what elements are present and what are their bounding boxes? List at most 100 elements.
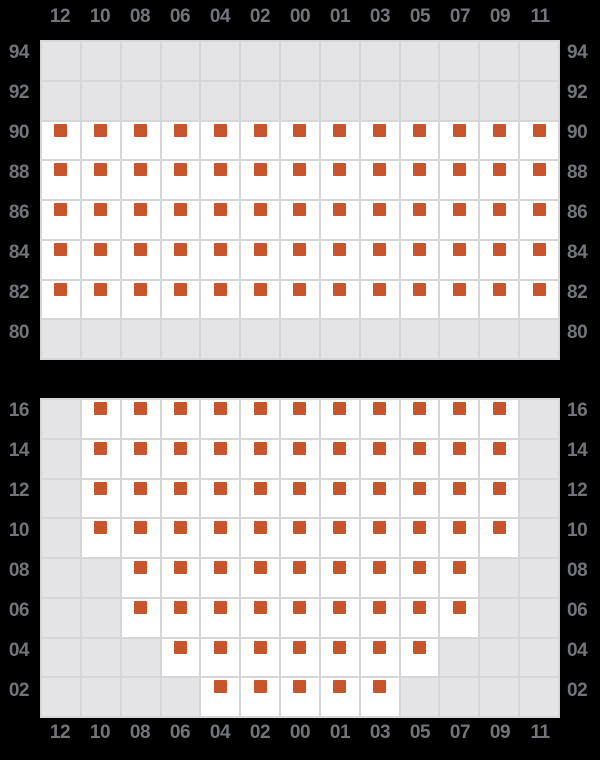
grid-cell[interactable] [320,559,359,597]
grid-cell[interactable] [81,519,120,557]
grid-cell[interactable] [440,400,479,438]
grid-cell[interactable] [400,201,439,239]
grid-cell[interactable] [161,280,200,319]
grid-cell[interactable] [320,439,359,478]
grid-cell[interactable] [360,280,399,319]
grid-cell[interactable] [241,479,280,518]
grid-cell[interactable] [520,240,558,279]
grid-cell[interactable] [400,240,439,279]
grid-cell[interactable] [360,678,399,716]
grid-cell[interactable] [121,280,160,319]
grid-cell[interactable] [360,638,399,677]
grid-cell[interactable] [241,400,280,438]
grid-cell[interactable] [360,519,399,557]
grid-cell[interactable] [440,201,479,239]
grid-cell[interactable] [42,121,80,160]
grid-cell[interactable] [320,161,359,199]
grid-cell[interactable] [281,280,319,319]
grid-cell[interactable] [281,240,319,279]
grid-cell[interactable] [400,519,439,557]
grid-cell[interactable] [241,598,280,637]
grid-cell[interactable] [480,400,519,438]
grid-cell[interactable] [121,479,160,518]
grid-cell[interactable] [161,439,200,478]
grid-cell[interactable] [81,439,120,478]
grid-cell[interactable] [520,201,558,239]
grid-cell[interactable] [360,121,399,160]
grid-cell[interactable] [281,121,319,160]
grid-cell[interactable] [121,240,160,279]
grid-cell[interactable] [281,519,319,557]
grid-cell[interactable] [121,598,160,637]
grid-cell[interactable] [440,121,479,160]
grid-cell[interactable] [161,240,200,279]
grid-cell[interactable] [201,280,240,319]
grid-cell[interactable] [121,161,160,199]
grid-cell[interactable] [360,400,399,438]
grid-cell[interactable] [241,161,280,199]
grid-cell[interactable] [201,161,240,199]
grid-cell[interactable] [81,240,120,279]
grid-cell[interactable] [161,400,200,438]
grid-cell[interactable] [281,201,319,239]
grid-cell[interactable] [480,240,519,279]
grid-cell[interactable] [121,519,160,557]
grid-cell[interactable] [440,519,479,557]
grid-cell[interactable] [201,201,240,239]
grid-cell[interactable] [320,638,359,677]
grid-cell[interactable] [440,280,479,319]
grid-cell[interactable] [161,598,200,637]
grid-cell[interactable] [121,400,160,438]
grid-cell[interactable] [400,161,439,199]
grid-cell[interactable] [121,121,160,160]
grid-cell[interactable] [400,121,439,160]
grid-cell[interactable] [440,439,479,478]
grid-cell[interactable] [400,598,439,637]
grid-cell[interactable] [320,121,359,160]
grid-cell[interactable] [161,161,200,199]
grid-cell[interactable] [201,559,240,597]
grid-cell[interactable] [161,121,200,160]
grid-cell[interactable] [320,598,359,637]
grid-cell[interactable] [121,439,160,478]
grid-cell[interactable] [281,638,319,677]
grid-cell[interactable] [281,479,319,518]
grid-cell[interactable] [121,559,160,597]
grid-cell[interactable] [281,559,319,597]
grid-cell[interactable] [201,519,240,557]
grid-cell[interactable] [201,240,240,279]
grid-cell[interactable] [81,161,120,199]
grid-cell[interactable] [42,280,80,319]
grid-cell[interactable] [480,201,519,239]
grid-cell[interactable] [400,280,439,319]
grid-cell[interactable] [400,479,439,518]
grid-cell[interactable] [320,519,359,557]
grid-cell[interactable] [161,519,200,557]
grid-cell[interactable] [520,280,558,319]
grid-cell[interactable] [81,201,120,239]
grid-cell[interactable] [241,201,280,239]
grid-cell[interactable] [360,240,399,279]
grid-cell[interactable] [360,479,399,518]
grid-cell[interactable] [400,400,439,438]
grid-cell[interactable] [440,479,479,518]
grid-cell[interactable] [281,400,319,438]
grid-cell[interactable] [241,638,280,677]
grid-cell[interactable] [241,121,280,160]
grid-cell[interactable] [42,161,80,199]
grid-cell[interactable] [281,678,319,716]
grid-cell[interactable] [480,519,519,557]
grid-cell[interactable] [320,201,359,239]
grid-cell[interactable] [161,638,200,677]
grid-cell[interactable] [81,280,120,319]
grid-cell[interactable] [241,519,280,557]
grid-cell[interactable] [241,280,280,319]
grid-cell[interactable] [201,121,240,160]
grid-cell[interactable] [81,400,120,438]
grid-cell[interactable] [320,400,359,438]
grid-cell[interactable] [320,479,359,518]
grid-cell[interactable] [201,400,240,438]
grid-cell[interactable] [281,598,319,637]
grid-cell[interactable] [281,161,319,199]
grid-cell[interactable] [360,559,399,597]
